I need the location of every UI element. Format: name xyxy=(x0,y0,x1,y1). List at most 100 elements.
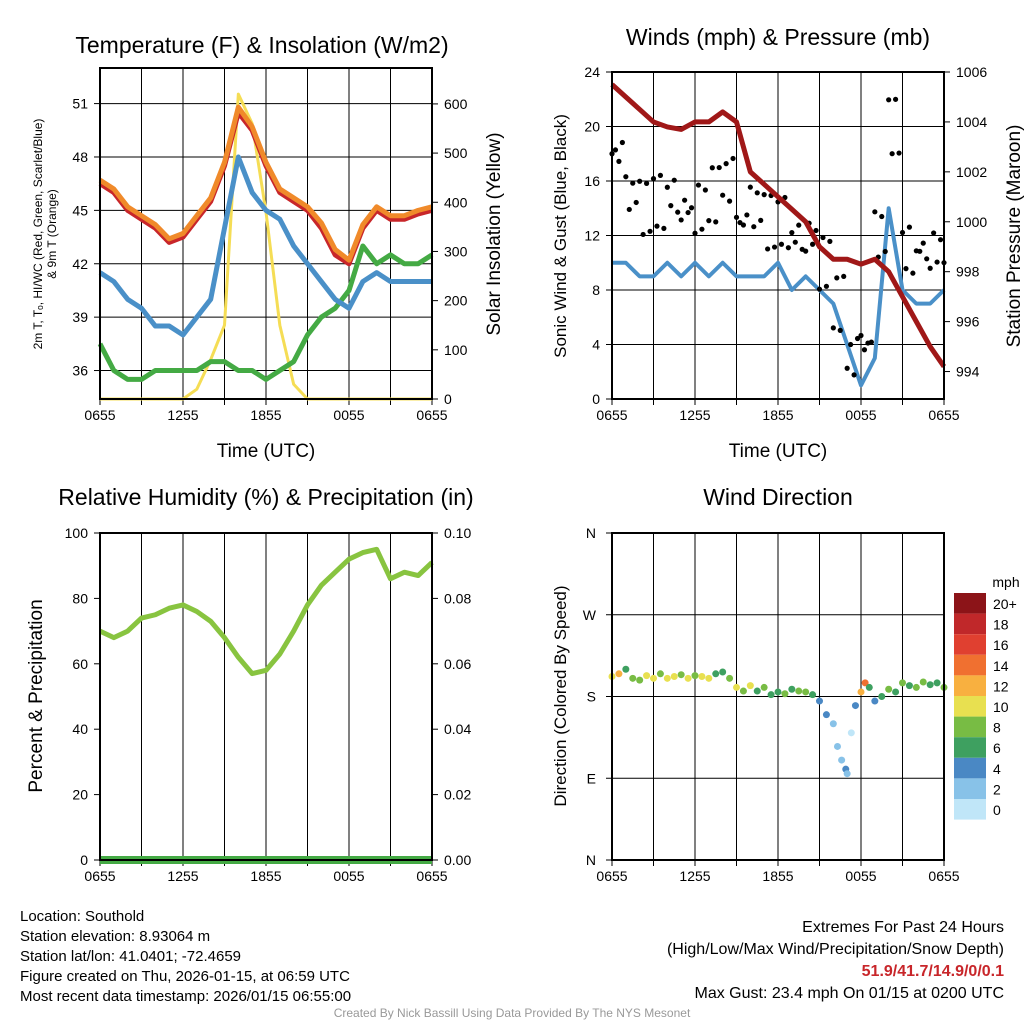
gust-point xyxy=(879,213,885,220)
y-axis-label: Direction (Colored By Speed) xyxy=(551,585,570,806)
gust-point xyxy=(844,365,850,371)
wind-direction-point xyxy=(656,670,664,678)
y-tick-label: S xyxy=(587,689,596,705)
extremes-block: Extremes For Past 24 Hours (High/Low/Max… xyxy=(667,917,1004,1005)
gust-point xyxy=(892,96,899,102)
y-axis-label: 2m T, Tₒ, HI/WC (Red, Green, Scarlet/Blu… xyxy=(31,119,45,350)
gust-point xyxy=(917,248,923,254)
credit: Created By Nick Bassill Using Data Provi… xyxy=(333,1006,691,1020)
colorbar-label: 10 xyxy=(993,699,1009,715)
y-tick-label: 24 xyxy=(584,64,600,80)
gust-point xyxy=(630,180,636,186)
panel-1: Temperature (F) & Insolation (W/m2) 0655 1… xyxy=(31,32,505,462)
y2-tick-label: 100 xyxy=(444,342,468,358)
y-tick-label: N xyxy=(586,852,596,868)
wind-direction-point xyxy=(847,729,855,737)
plot-border xyxy=(611,71,945,400)
colorbar-label: 0 xyxy=(993,802,1001,818)
panel-title: Temperature (F) & Insolation (W/m2) xyxy=(75,32,448,58)
extremes-subtitle: (High/Low/Max Wind/Precipitation/Snow De… xyxy=(666,941,1004,958)
gust-point xyxy=(937,237,944,243)
plot-border xyxy=(99,532,433,861)
gust-point xyxy=(650,176,657,182)
wind-direction-point xyxy=(774,688,782,696)
wind-direction-point xyxy=(788,685,796,693)
gust-point xyxy=(858,332,864,339)
x-tick-label: 0055 xyxy=(845,868,876,884)
wind-direction-point xyxy=(899,679,906,687)
y2-tick-label: 0.08 xyxy=(444,590,471,606)
gust-point xyxy=(744,212,750,218)
created-time: Figure created on Thu, 2026-01-15, at 06… xyxy=(20,968,350,985)
wind-direction-point xyxy=(905,682,913,690)
gust-point xyxy=(837,327,843,333)
x-tick-label: 1255 xyxy=(167,868,198,884)
wind-direction-point xyxy=(643,672,651,680)
gust-point xyxy=(619,139,625,146)
y-tick-label: 8 xyxy=(592,282,600,298)
gust-point xyxy=(720,192,726,198)
lat-lon: Station lat/lon: 41.0401; -72.4659 xyxy=(20,948,242,965)
panel-title: Relative Humidity (%) & Precipitation (i… xyxy=(58,484,473,510)
series-sonic-wind xyxy=(612,206,946,388)
gust-point xyxy=(789,230,795,236)
wind-direction-point xyxy=(705,674,713,682)
extremes-title: Extremes For Past 24 Hours xyxy=(802,919,1004,936)
wind-direction-point xyxy=(851,702,859,710)
x-tick-label: 1255 xyxy=(679,868,710,884)
gust-point xyxy=(927,265,933,271)
wind-direction-point xyxy=(871,697,879,705)
colorbar-swatch xyxy=(954,654,986,676)
x-tick-label: 0655 xyxy=(596,868,627,884)
gust-point xyxy=(882,248,888,255)
panel-2: Winds (mph) & Pressure (mb) 0655 1255 1855 0… xyxy=(551,24,1024,462)
y-tick-label: 20 xyxy=(584,119,600,135)
wind-direction-point xyxy=(861,679,869,687)
gust-point xyxy=(678,217,684,223)
gust-point xyxy=(761,192,767,198)
x-tick-label: 0655 xyxy=(84,407,115,423)
series-hi-wc xyxy=(98,154,432,338)
y2-tick-label: 200 xyxy=(444,293,468,309)
colorbar-label: 4 xyxy=(993,761,1001,777)
recent-timestamp: Most recent data timestamp: 2026/01/15 0… xyxy=(20,988,352,1005)
gust-point xyxy=(823,283,830,289)
x-tick-label: 0055 xyxy=(333,868,364,884)
gust-point xyxy=(747,184,753,190)
y2-tick-label: 998 xyxy=(956,264,980,280)
x-tick-label: 1855 xyxy=(250,868,281,884)
panel-3: Relative Humidity (%) & Precipitation (i… xyxy=(26,484,474,884)
wind-direction-point xyxy=(865,683,873,691)
wind-direction-point xyxy=(829,720,837,728)
gust-point xyxy=(792,239,798,245)
gust-point xyxy=(809,241,816,247)
gust-point xyxy=(730,155,736,162)
x-tick-label: 0655 xyxy=(416,407,447,423)
colorbar-label: 14 xyxy=(993,658,1009,674)
colorbar-swatch xyxy=(954,757,986,779)
gust-point xyxy=(834,275,840,281)
gust-point xyxy=(661,225,667,231)
series-station-pressure xyxy=(610,82,947,368)
x-tick-label: 0655 xyxy=(928,407,959,423)
y2-tick-label: 0.00 xyxy=(444,852,471,868)
gust-point xyxy=(654,223,660,229)
wind-direction-point xyxy=(629,674,637,682)
wind-direction-point xyxy=(739,687,747,695)
gust-point xyxy=(861,347,868,353)
gust-point xyxy=(751,224,757,230)
plot-border xyxy=(611,532,945,861)
gust-point xyxy=(889,151,895,157)
colorbar-label: 20+ xyxy=(993,596,1017,612)
colorbar-swatch xyxy=(954,799,986,820)
gust-point xyxy=(754,190,760,196)
y2-tick-label: 1000 xyxy=(956,214,987,230)
gust-point xyxy=(765,246,771,252)
wind-direction-point xyxy=(615,670,623,678)
y-tick-label: 100 xyxy=(65,525,89,541)
x-tick-label: 0655 xyxy=(928,868,959,884)
gust-point xyxy=(830,325,836,331)
y2-tick-label: 400 xyxy=(444,194,468,210)
gust-point xyxy=(758,217,764,223)
wind-direction-point xyxy=(857,688,865,696)
